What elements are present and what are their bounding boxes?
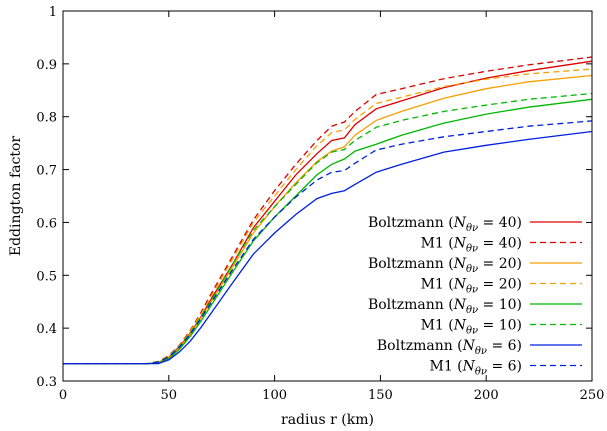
legend-entry: Boltzmann (Nθν = 6) [377,338,582,357]
legend-entry: M1 (Nθν = 20) [421,277,582,296]
legend: Boltzmann (Nθν = 40)M1 (Nθν = 40)Boltzma… [368,215,582,378]
legend-entry: M1 (Nθν = 6) [429,359,582,378]
x-axis-title: radius r (km) [281,412,374,428]
legend-entry: M1 (Nθν = 10) [421,318,582,337]
x-tick-label: 100 [262,388,287,403]
x-tick-label: 0 [59,388,67,403]
legend-entry: Boltzmann (Nθν = 20) [368,256,582,275]
legend-label: Boltzmann (Nθν = 20) [368,256,522,275]
y-tick-label: 0.8 [36,111,57,126]
y-tick-label: 0.9 [36,58,57,73]
legend-entry: M1 (Nθν = 40) [421,236,582,255]
legend-label: Boltzmann (Nθν = 6) [377,338,522,357]
y-tick-label: 0.3 [36,375,57,390]
x-tick-label: 150 [368,388,393,403]
legend-label: M1 (Nθν = 40) [421,236,522,255]
x-tick-label: 50 [161,388,178,403]
y-tick-label: 0.5 [36,269,57,284]
legend-label: M1 (Nθν = 20) [421,277,522,296]
legend-label: M1 (Nθν = 10) [421,318,522,337]
x-tick-label: 250 [580,388,605,403]
legend-entry: Boltzmann (Nθν = 40) [368,215,582,234]
y-tick-label: 0.7 [36,164,57,179]
legend-label: M1 (Nθν = 6) [429,359,522,378]
x-tick-label: 200 [474,388,499,403]
y-tick-label: 1 [49,5,57,20]
legend-entry: Boltzmann (Nθν = 10) [368,297,582,316]
y-tick-label: 0.6 [36,216,57,231]
legend-label: Boltzmann (Nθν = 10) [368,297,522,316]
y-axis-title: Eddington factor [8,136,24,257]
y-tick-label: 0.4 [36,322,57,337]
legend-label: Boltzmann (Nθν = 40) [368,215,522,234]
